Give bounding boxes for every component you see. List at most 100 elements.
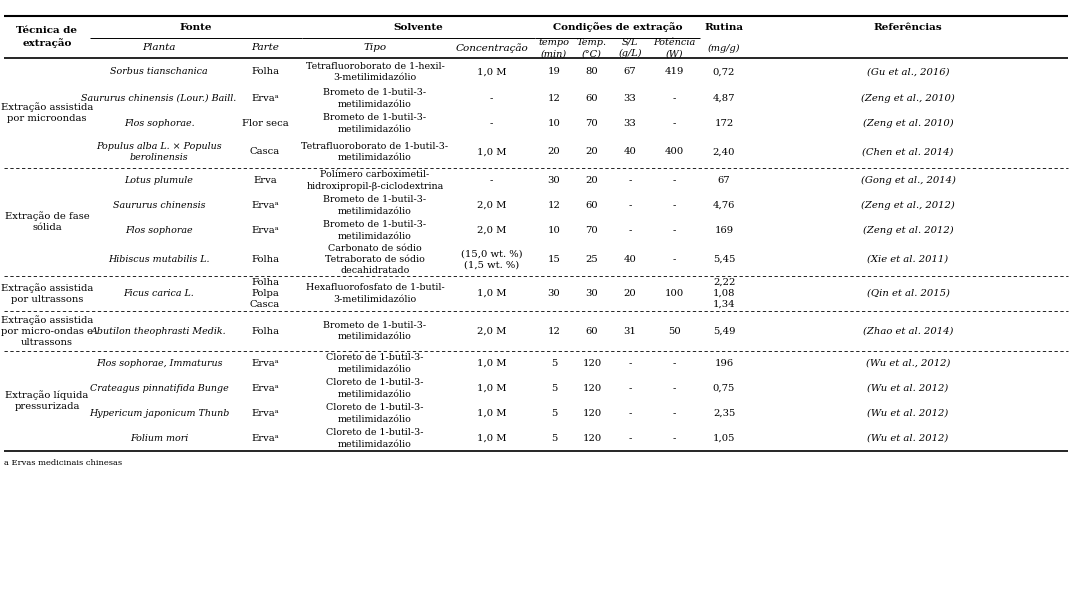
Text: Casca: Casca <box>250 147 281 156</box>
Text: Cloreto de 1-butil-3-
metilimidazólio: Cloreto de 1-butil-3- metilimidazólio <box>327 403 424 424</box>
Text: 5,45: 5,45 <box>712 255 736 264</box>
Text: (Zeng et al. 2010): (Zeng et al. 2010) <box>862 119 953 128</box>
Text: (Chen et al. 2014): (Chen et al. 2014) <box>862 147 953 156</box>
Text: 120: 120 <box>583 434 602 443</box>
Text: Cloreto de 1-butil-3-
metilimidazólio: Cloreto de 1-butil-3- metilimidazólio <box>327 353 424 374</box>
Text: Hypericum japonicum Thunb: Hypericum japonicum Thunb <box>89 409 229 418</box>
Text: 2,0 M: 2,0 M <box>477 226 507 235</box>
Text: Saururus chinensis (Lour.) Baill.: Saururus chinensis (Lour.) Baill. <box>81 94 237 103</box>
Text: -: - <box>489 176 493 185</box>
Text: Concentração: Concentração <box>455 43 528 53</box>
Text: tempo
(min): tempo (min) <box>539 38 570 58</box>
Text: Ervaᵃ: Ervaᵃ <box>252 359 278 368</box>
Text: 1,0 M: 1,0 M <box>477 289 507 298</box>
Text: 1,0 M: 1,0 M <box>477 409 507 418</box>
Text: a Ervas medicinais chinesas: a Ervas medicinais chinesas <box>4 459 122 467</box>
Text: 2,22
1,08
1,34: 2,22 1,08 1,34 <box>712 278 736 309</box>
Text: (Gong et al., 2014): (Gong et al., 2014) <box>861 176 955 185</box>
Text: 33: 33 <box>623 119 636 128</box>
Text: 4,76: 4,76 <box>713 201 735 210</box>
Text: -: - <box>629 176 632 185</box>
Text: (Qin et al. 2015): (Qin et al. 2015) <box>866 289 949 298</box>
Text: 4,87: 4,87 <box>712 94 736 103</box>
Text: Técnica de
extração: Técnica de extração <box>16 26 77 48</box>
Text: Ervaᵃ: Ervaᵃ <box>252 384 278 393</box>
Text: (Wu et al. 2012): (Wu et al. 2012) <box>868 434 949 443</box>
Text: (Wu et al. 2012): (Wu et al. 2012) <box>868 409 949 418</box>
Text: Saururus chinensis: Saururus chinensis <box>112 201 206 210</box>
Text: Erva: Erva <box>253 176 277 185</box>
Text: 80: 80 <box>586 68 599 77</box>
Text: Extração assistida
por micro-ondas e
ultrassons: Extração assistida por micro-ondas e ult… <box>1 315 93 347</box>
Text: Ervaᵃ: Ervaᵃ <box>252 94 278 103</box>
Text: -: - <box>673 255 676 264</box>
Text: -: - <box>673 94 676 103</box>
Text: -: - <box>629 226 632 235</box>
Text: -: - <box>673 176 676 185</box>
Text: 169: 169 <box>714 226 734 235</box>
Text: -: - <box>629 384 632 393</box>
Text: 100: 100 <box>665 289 684 298</box>
Text: 5: 5 <box>550 409 557 418</box>
Text: (Wu et al., 2012): (Wu et al., 2012) <box>865 359 950 368</box>
Text: 120: 120 <box>583 384 602 393</box>
Text: (Zeng et al. 2012): (Zeng et al. 2012) <box>862 226 953 235</box>
Text: 40: 40 <box>623 147 636 156</box>
Text: 12: 12 <box>547 201 560 210</box>
Text: 67: 67 <box>718 176 730 185</box>
Text: 40: 40 <box>623 255 636 264</box>
Text: 60: 60 <box>586 327 599 336</box>
Text: Tetrafluoroborato de 1-butil-3-
metilimidazólio: Tetrafluoroborato de 1-butil-3- metilimi… <box>301 142 449 162</box>
Text: Parte: Parte <box>251 43 278 52</box>
Text: -: - <box>673 226 676 235</box>
Text: Fonte: Fonte <box>180 23 212 31</box>
Text: Folium mori: Folium mori <box>130 434 188 443</box>
Text: 67: 67 <box>623 68 636 77</box>
Text: 1,0 M: 1,0 M <box>477 434 507 443</box>
Text: 1,0 M: 1,0 M <box>477 147 507 156</box>
Text: Carbonato de sódio
Tetraborato de sódio
decahidratado: Carbonato de sódio Tetraborato de sódio … <box>326 244 425 275</box>
Text: Folha
Polpa
Casca: Folha Polpa Casca <box>250 278 281 309</box>
Text: Populus alba L. × Populus
berolinensis: Populus alba L. × Populus berolinensis <box>96 142 222 162</box>
Text: 5: 5 <box>550 359 557 368</box>
Text: -: - <box>673 409 676 418</box>
Text: Planta: Planta <box>142 43 176 52</box>
Text: Ervaᵃ: Ervaᵃ <box>252 226 278 235</box>
Text: Brometo de 1-butil-3-
metilimidazólio: Brometo de 1-butil-3- metilimidazólio <box>323 195 426 216</box>
Text: 20: 20 <box>623 289 636 298</box>
Text: Solvente: Solvente <box>394 23 443 31</box>
Text: 12: 12 <box>547 327 560 336</box>
Text: 50: 50 <box>668 327 681 336</box>
Text: S/L
(g/L): S/L (g/L) <box>618 38 642 58</box>
Text: Cloreto de 1-butil-3-
metilimidazólio: Cloreto de 1-butil-3- metilimidazólio <box>327 378 424 399</box>
Text: Extração assistida
por ultrassons: Extração assistida por ultrassons <box>1 283 93 304</box>
Text: 419: 419 <box>665 68 684 77</box>
Text: 5: 5 <box>550 434 557 443</box>
Text: Tetrafluoroborato de 1-hexil-
3-metilimidazólio: Tetrafluoroborato de 1-hexil- 3-metilimi… <box>305 62 444 82</box>
Text: Extração de fase
sólida: Extração de fase sólida <box>4 211 89 232</box>
Text: Potência
(W): Potência (W) <box>653 38 696 58</box>
Text: -: - <box>489 119 493 128</box>
Text: Flos sophorae.: Flos sophorae. <box>123 119 194 128</box>
Text: 20: 20 <box>547 147 560 156</box>
Text: Brometo de 1-butil-3-
metilimidazólio: Brometo de 1-butil-3- metilimidazólio <box>323 321 426 341</box>
Text: Hexafluorofosfato de 1-butil-
3-metilimidazólio: Hexafluorofosfato de 1-butil- 3-metilimi… <box>305 283 444 304</box>
Text: 31: 31 <box>623 327 636 336</box>
Text: (Wu et al. 2012): (Wu et al. 2012) <box>868 384 949 393</box>
Text: (15,0 wt. %)
(1,5 wt. %): (15,0 wt. %) (1,5 wt. %) <box>461 249 523 270</box>
Text: 1,0 M: 1,0 M <box>477 359 507 368</box>
Text: 1,0 M: 1,0 M <box>477 68 507 77</box>
Text: 60: 60 <box>586 94 599 103</box>
Text: 0,72: 0,72 <box>713 68 735 77</box>
Text: Sorbus tianschanica: Sorbus tianschanica <box>110 68 208 77</box>
Text: Tipo: Tipo <box>363 43 387 52</box>
Text: 2,40: 2,40 <box>712 147 736 156</box>
Text: -: - <box>629 201 632 210</box>
Text: (Zhao et al. 2014): (Zhao et al. 2014) <box>863 327 953 336</box>
Text: -: - <box>629 409 632 418</box>
Text: Referências: Referências <box>874 23 942 31</box>
Text: Ficus carica L.: Ficus carica L. <box>123 289 194 298</box>
Text: 10: 10 <box>547 226 560 235</box>
Text: 25: 25 <box>586 255 599 264</box>
Text: 5: 5 <box>550 384 557 393</box>
